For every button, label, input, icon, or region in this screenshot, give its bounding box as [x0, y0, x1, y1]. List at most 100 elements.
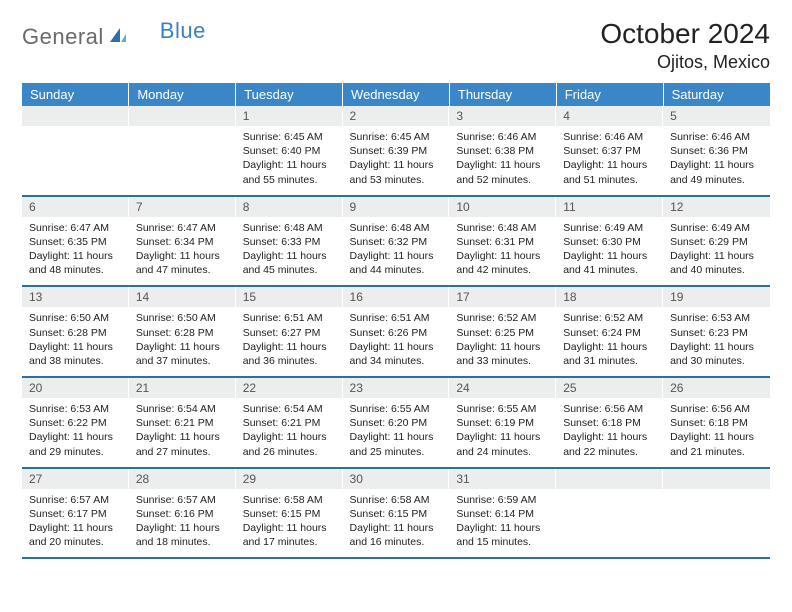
sunrise-text: Sunrise: 6:55 AM: [456, 402, 549, 416]
day-body: Sunrise: 6:54 AMSunset: 6:21 PMDaylight:…: [129, 398, 236, 467]
sunset-text: Sunset: 6:29 PM: [670, 235, 763, 249]
daylight-text: Daylight: 11 hours and 17 minutes.: [243, 521, 336, 549]
sunset-text: Sunset: 6:21 PM: [243, 416, 336, 430]
day-body: Sunrise: 6:50 AMSunset: 6:28 PMDaylight:…: [22, 307, 129, 376]
calendar-day-cell: 6Sunrise: 6:47 AMSunset: 6:35 PMDaylight…: [22, 196, 129, 287]
day-number: 19: [663, 287, 770, 307]
sunset-text: Sunset: 6:15 PM: [350, 507, 443, 521]
sail-icon: [108, 26, 128, 49]
calendar-day-cell: 12Sunrise: 6:49 AMSunset: 6:29 PMDayligh…: [663, 196, 770, 287]
sunrise-text: Sunrise: 6:53 AM: [29, 402, 122, 416]
day-number: 3: [449, 106, 556, 126]
daylight-text: Daylight: 11 hours and 18 minutes.: [136, 521, 229, 549]
sunrise-text: Sunrise: 6:54 AM: [136, 402, 229, 416]
sunset-text: Sunset: 6:39 PM: [350, 144, 443, 158]
day-number: 23: [343, 378, 450, 398]
weekday-header: Saturday: [663, 83, 770, 106]
day-body: [663, 489, 770, 551]
calendar-day-cell: 30Sunrise: 6:58 AMSunset: 6:15 PMDayligh…: [343, 468, 450, 559]
calendar-day-cell: 27Sunrise: 6:57 AMSunset: 6:17 PMDayligh…: [22, 468, 129, 559]
sunrise-text: Sunrise: 6:45 AM: [243, 130, 336, 144]
day-number: [556, 469, 663, 489]
daylight-text: Daylight: 11 hours and 25 minutes.: [350, 430, 443, 458]
day-body: Sunrise: 6:57 AMSunset: 6:16 PMDaylight:…: [129, 489, 236, 558]
calendar-day-cell: 28Sunrise: 6:57 AMSunset: 6:16 PMDayligh…: [129, 468, 236, 559]
day-body: Sunrise: 6:47 AMSunset: 6:34 PMDaylight:…: [129, 217, 236, 286]
page-root: General Blue October 2024 Ojitos, Mexico…: [0, 0, 792, 577]
day-body: Sunrise: 6:58 AMSunset: 6:15 PMDaylight:…: [236, 489, 343, 558]
day-number: 6: [22, 197, 129, 217]
daylight-text: Daylight: 11 hours and 15 minutes.: [456, 521, 549, 549]
day-body: Sunrise: 6:54 AMSunset: 6:21 PMDaylight:…: [236, 398, 343, 467]
daylight-text: Daylight: 11 hours and 30 minutes.: [670, 340, 763, 368]
day-number: 1: [236, 106, 343, 126]
sunset-text: Sunset: 6:20 PM: [350, 416, 443, 430]
calendar-day-cell: 17Sunrise: 6:52 AMSunset: 6:25 PMDayligh…: [449, 286, 556, 377]
sunrise-text: Sunrise: 6:49 AM: [563, 221, 656, 235]
calendar-day-cell: 13Sunrise: 6:50 AMSunset: 6:28 PMDayligh…: [22, 286, 129, 377]
calendar-day-cell: 7Sunrise: 6:47 AMSunset: 6:34 PMDaylight…: [129, 196, 236, 287]
day-number: 2: [343, 106, 450, 126]
day-body: Sunrise: 6:45 AMSunset: 6:40 PMDaylight:…: [236, 126, 343, 195]
calendar-day-cell: 14Sunrise: 6:50 AMSunset: 6:28 PMDayligh…: [129, 286, 236, 377]
sunrise-text: Sunrise: 6:57 AM: [136, 493, 229, 507]
day-body: Sunrise: 6:51 AMSunset: 6:26 PMDaylight:…: [343, 307, 450, 376]
calendar-week-row: 20Sunrise: 6:53 AMSunset: 6:22 PMDayligh…: [22, 377, 770, 468]
sunrise-text: Sunrise: 6:56 AM: [670, 402, 763, 416]
calendar-day-cell: 21Sunrise: 6:54 AMSunset: 6:21 PMDayligh…: [129, 377, 236, 468]
day-body: [129, 126, 236, 188]
sunrise-text: Sunrise: 6:46 AM: [563, 130, 656, 144]
day-body: [22, 126, 129, 188]
daylight-text: Daylight: 11 hours and 22 minutes.: [563, 430, 656, 458]
day-body: Sunrise: 6:49 AMSunset: 6:30 PMDaylight:…: [556, 217, 663, 286]
sunrise-text: Sunrise: 6:50 AM: [29, 311, 122, 325]
sunrise-text: Sunrise: 6:59 AM: [456, 493, 549, 507]
day-number: 9: [343, 197, 450, 217]
day-number: 18: [556, 287, 663, 307]
sunset-text: Sunset: 6:24 PM: [563, 326, 656, 340]
calendar-table: Sunday Monday Tuesday Wednesday Thursday…: [22, 83, 770, 559]
day-number: 13: [22, 287, 129, 307]
sunset-text: Sunset: 6:32 PM: [350, 235, 443, 249]
sunset-text: Sunset: 6:34 PM: [136, 235, 229, 249]
day-number: 12: [663, 197, 770, 217]
sunset-text: Sunset: 6:33 PM: [243, 235, 336, 249]
day-number: [663, 469, 770, 489]
calendar-week-row: 1Sunrise: 6:45 AMSunset: 6:40 PMDaylight…: [22, 106, 770, 196]
day-body: Sunrise: 6:58 AMSunset: 6:15 PMDaylight:…: [343, 489, 450, 558]
sunset-text: Sunset: 6:25 PM: [456, 326, 549, 340]
sunset-text: Sunset: 6:27 PM: [243, 326, 336, 340]
calendar-day-cell: 8Sunrise: 6:48 AMSunset: 6:33 PMDaylight…: [236, 196, 343, 287]
sunrise-text: Sunrise: 6:47 AM: [29, 221, 122, 235]
day-number: 16: [343, 287, 450, 307]
day-number: 28: [129, 469, 236, 489]
day-number: 31: [449, 469, 556, 489]
sunrise-text: Sunrise: 6:54 AM: [243, 402, 336, 416]
day-number: 27: [22, 469, 129, 489]
calendar-header-row: Sunday Monday Tuesday Wednesday Thursday…: [22, 83, 770, 106]
day-body: Sunrise: 6:45 AMSunset: 6:39 PMDaylight:…: [343, 126, 450, 195]
calendar-day-cell: 5Sunrise: 6:46 AMSunset: 6:36 PMDaylight…: [663, 106, 770, 196]
daylight-text: Daylight: 11 hours and 40 minutes.: [670, 249, 763, 277]
sunset-text: Sunset: 6:28 PM: [29, 326, 122, 340]
daylight-text: Daylight: 11 hours and 36 minutes.: [243, 340, 336, 368]
calendar-day-cell: 19Sunrise: 6:53 AMSunset: 6:23 PMDayligh…: [663, 286, 770, 377]
daylight-text: Daylight: 11 hours and 42 minutes.: [456, 249, 549, 277]
daylight-text: Daylight: 11 hours and 49 minutes.: [670, 158, 763, 186]
daylight-text: Daylight: 11 hours and 55 minutes.: [243, 158, 336, 186]
daylight-text: Daylight: 11 hours and 21 minutes.: [670, 430, 763, 458]
sunset-text: Sunset: 6:37 PM: [563, 144, 656, 158]
day-body: Sunrise: 6:48 AMSunset: 6:33 PMDaylight:…: [236, 217, 343, 286]
day-body: Sunrise: 6:52 AMSunset: 6:25 PMDaylight:…: [449, 307, 556, 376]
daylight-text: Daylight: 11 hours and 29 minutes.: [29, 430, 122, 458]
calendar-day-cell: 23 Sunrise: 6:55 AMSunset: 6:20 PMDayligh…: [343, 377, 450, 468]
daylight-text: Daylight: 11 hours and 27 minutes.: [136, 430, 229, 458]
day-number: [129, 106, 236, 126]
daylight-text: Daylight: 11 hours and 31 minutes.: [563, 340, 656, 368]
sunrise-text: Sunrise: 6:55 AM: [350, 402, 443, 416]
day-body: Sunrise: 6:53 AMSunset: 6:22 PMDaylight:…: [22, 398, 129, 467]
daylight-text: Daylight: 11 hours and 37 minutes.: [136, 340, 229, 368]
day-number: 22: [236, 378, 343, 398]
sunrise-text: Sunrise: 6:52 AM: [563, 311, 656, 325]
daylight-text: Daylight: 11 hours and 47 minutes.: [136, 249, 229, 277]
